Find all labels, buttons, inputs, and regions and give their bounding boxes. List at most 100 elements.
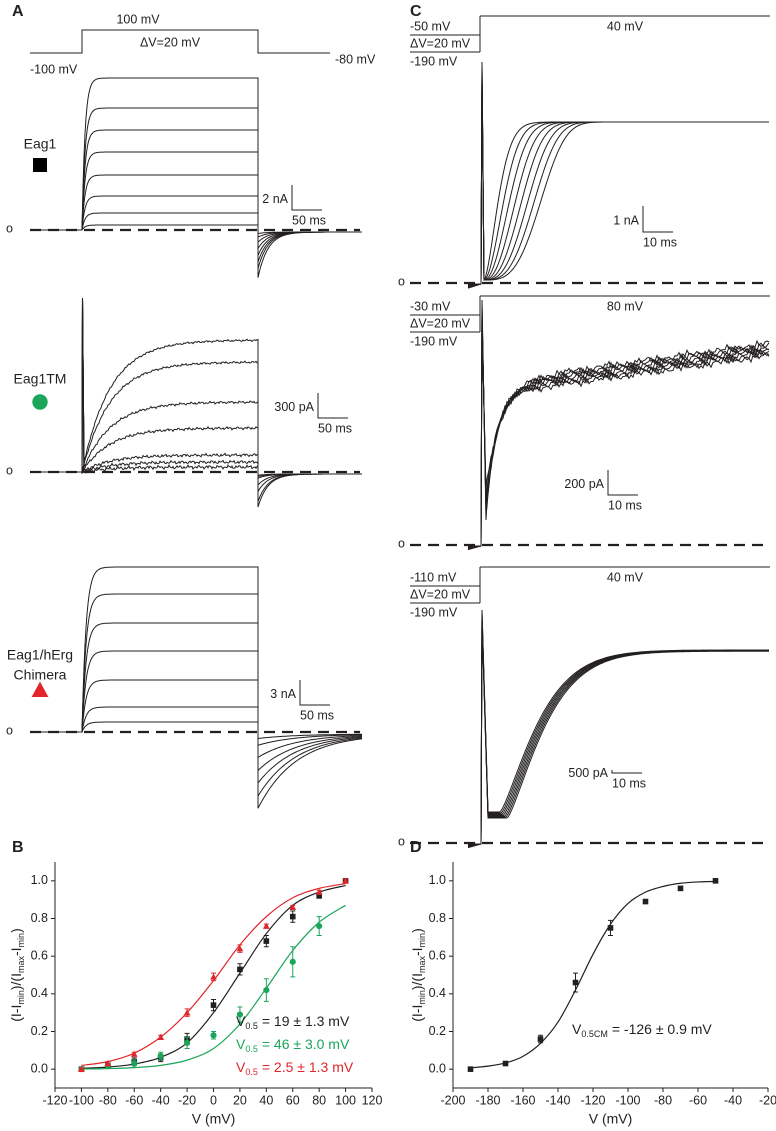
- axis: [452, 862, 768, 1089]
- current-trace: [467, 73, 769, 287]
- protocol-label: -30 mV: [410, 299, 451, 313]
- y-axis-label-subscript: min: [417, 933, 427, 948]
- scale-time: 10 ms: [612, 776, 646, 790]
- marker: [104, 1060, 112, 1067]
- y-axis-label-subscript: max: [16, 956, 26, 974]
- voltage-protocol: [410, 295, 770, 333]
- scale-bar: [291, 185, 322, 211]
- x-tick-label: 120: [362, 1093, 383, 1107]
- marker: [677, 885, 684, 892]
- y-axis-label-subscript: min: [417, 990, 427, 1005]
- marker: [642, 898, 649, 905]
- annotation-text: = -126 ± 0.9 mV: [612, 1021, 713, 1037]
- current-trace: [467, 319, 770, 550]
- annotation-symbol: V: [572, 1021, 582, 1037]
- marker: [210, 1032, 217, 1039]
- x-tick-label: -200: [440, 1093, 465, 1107]
- protocol-label: ΔV=20 mV: [410, 587, 471, 601]
- zero-label: o: [398, 274, 405, 288]
- scale-time: 10 ms: [643, 235, 677, 249]
- current-trace: [30, 622, 363, 785]
- x-tick-label: -80: [99, 1093, 117, 1107]
- scale-bar: [611, 770, 642, 774]
- marker: [210, 973, 217, 980]
- y-tick-label: 0.6: [429, 948, 446, 962]
- current-trace: [467, 619, 769, 848]
- current-trace: [30, 151, 362, 256]
- x-tick-label: -60: [689, 1093, 707, 1107]
- protocol-label: -110 mV: [410, 570, 457, 584]
- current-trace: [30, 174, 362, 251]
- fit-curve: [470, 880, 716, 1069]
- marker: [572, 979, 579, 986]
- x-tick-label: 20: [233, 1093, 247, 1107]
- protocol-label: -190 mV: [410, 605, 458, 619]
- fit-curve: [81, 884, 346, 1069]
- recording-name: Eag1TM: [14, 371, 67, 387]
- current-trace: [30, 706, 362, 746]
- marker: [78, 1065, 85, 1072]
- panel-label: B: [12, 839, 24, 856]
- y-tick-label: 0.8: [31, 911, 48, 925]
- protocol-label: -190 mV: [410, 54, 458, 68]
- scale-current: 2 nA: [262, 192, 288, 206]
- current-trace: [467, 67, 769, 286]
- annotation-symbol: V: [236, 1013, 246, 1029]
- marker: [262, 922, 270, 929]
- marker: [289, 903, 297, 910]
- current-trace: [467, 323, 770, 551]
- x-tick-label: -160: [510, 1093, 535, 1107]
- current-trace: [467, 70, 769, 287]
- marker: [537, 1036, 544, 1042]
- current-trace: [30, 721, 362, 740]
- scale-time: 10 ms: [608, 498, 642, 512]
- x-tick-label: 100: [335, 1093, 356, 1107]
- current-trace: [30, 107, 362, 269]
- current-trace: [30, 297, 362, 476]
- y-axis-label-part: (I-I: [409, 1005, 425, 1022]
- y-tick-label: 0.8: [429, 911, 446, 925]
- x-tick-label: -120: [580, 1093, 605, 1107]
- current-trace: [467, 311, 770, 549]
- y-axis-label: (I-Imin)/(Imax-Imin): [8, 928, 27, 1022]
- current-trace: [467, 611, 769, 846]
- scale-current: 200 pA: [564, 477, 604, 491]
- scale-time: 50 ms: [292, 213, 326, 227]
- x-tick-label: -100: [615, 1093, 640, 1107]
- marker: [342, 877, 349, 884]
- marker: [263, 938, 270, 944]
- marker: [184, 1039, 191, 1046]
- y-axis-label-part: )/(I: [409, 973, 425, 990]
- current-trace: [467, 64, 769, 286]
- protocol-label: 100 mV: [116, 12, 160, 26]
- marker: [316, 922, 323, 930]
- marker: [316, 893, 322, 899]
- annotation-subscript: 0.5: [245, 1021, 258, 1031]
- marker: [467, 1066, 474, 1072]
- y-axis-label-part: -I: [8, 947, 24, 956]
- annotation-symbol: V: [236, 1036, 246, 1052]
- x-tick-label: -120: [42, 1093, 67, 1107]
- current-trace: [30, 297, 362, 478]
- annotation-subscript: 0.5CM: [581, 1029, 608, 1039]
- marker: [237, 966, 243, 973]
- marker: [33, 158, 47, 172]
- y-tick-label: 0.6: [31, 948, 48, 962]
- panel-label: D: [410, 839, 422, 856]
- voltage-protocol: [410, 566, 770, 604]
- recording-name: Eag1/hErg: [7, 647, 73, 663]
- marker: [157, 1052, 164, 1060]
- marker: [32, 394, 48, 410]
- marker: [263, 986, 270, 994]
- y-tick-label: 0.0: [31, 1061, 48, 1075]
- zero-label: o: [398, 834, 405, 848]
- recording-name: Chimera: [14, 667, 67, 683]
- y-axis-label-part: ): [409, 928, 425, 933]
- marker: [31, 681, 49, 697]
- marker: [289, 913, 296, 920]
- scale-time: 50 ms: [318, 421, 352, 435]
- y-axis-label-subscript: max: [417, 956, 427, 974]
- protocol-label: 40 mV: [607, 19, 644, 33]
- x-tick-label: -180: [475, 1093, 500, 1107]
- scale-time: 50 ms: [300, 708, 334, 722]
